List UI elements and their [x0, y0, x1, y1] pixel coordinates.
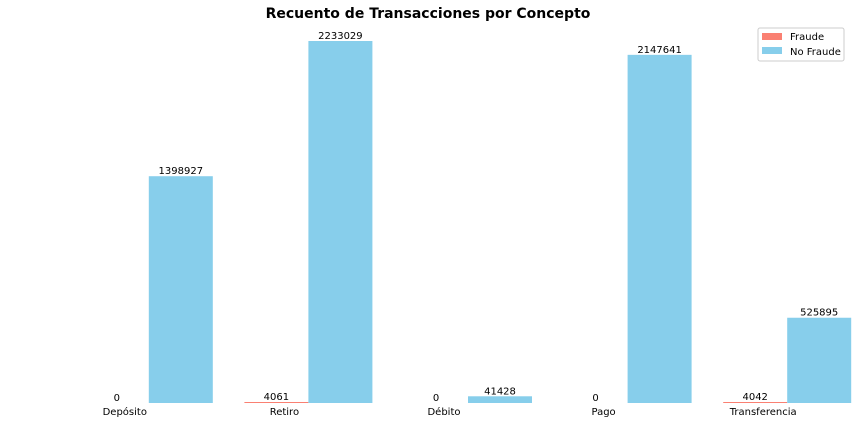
data-label-no-fraude-debito: 41428: [484, 386, 516, 397]
x-tick-labels-group: Depósito Retiro Débito Pago Transferencia: [103, 406, 797, 418]
data-label-fraude-pago: 0: [592, 393, 598, 404]
legend-swatch-fraude: [762, 33, 782, 40]
data-label-fraude-retiro: 4061: [264, 392, 289, 403]
data-label-fraude-deposito: 0: [114, 393, 120, 404]
data-label-no-fraude-retiro: 2233029: [318, 31, 363, 42]
bar-no-fraude-transferencia: [787, 317, 852, 403]
x-tick-label-retiro: Retiro: [270, 407, 299, 418]
data-label-fraude-transferencia: 4042: [742, 392, 767, 403]
legend: Fraude No Fraude: [757, 27, 845, 62]
data-label-fraude-debito: 0: [433, 393, 439, 404]
bar-no-fraude-retiro: [308, 41, 373, 403]
bar-no-fraude-deposito: [148, 176, 213, 403]
bar-fraude-retiro: [244, 402, 309, 403]
bars-group: [148, 41, 852, 404]
legend-label-fraude: Fraude: [790, 32, 824, 43]
chart-title: Recuento de Transacciones por Concepto: [266, 6, 591, 22]
data-label-no-fraude-transferencia: 525895: [800, 308, 838, 319]
data-label-no-fraude-pago: 2147641: [637, 45, 682, 56]
data-labels-group: 0 1398927 4061 2233029 0 41428 0 2147641 4042 525…: [114, 31, 839, 404]
legend-swatch-no-fraude: [762, 47, 782, 54]
legend-label-no-fraude: No Fraude: [790, 47, 841, 58]
x-tick-label-deposito: Depósito: [103, 406, 147, 418]
bar-fraude-transferencia: [723, 402, 788, 403]
bar-no-fraude-debito: [468, 396, 532, 403]
x-tick-label-transferencia: Transferencia: [729, 407, 797, 418]
bar-no-fraude-pago: [627, 54, 692, 404]
x-tick-label-pago: Pago: [592, 407, 616, 418]
data-label-no-fraude-deposito: 1398927: [159, 166, 204, 177]
x-tick-label-debito: Débito: [427, 406, 460, 418]
